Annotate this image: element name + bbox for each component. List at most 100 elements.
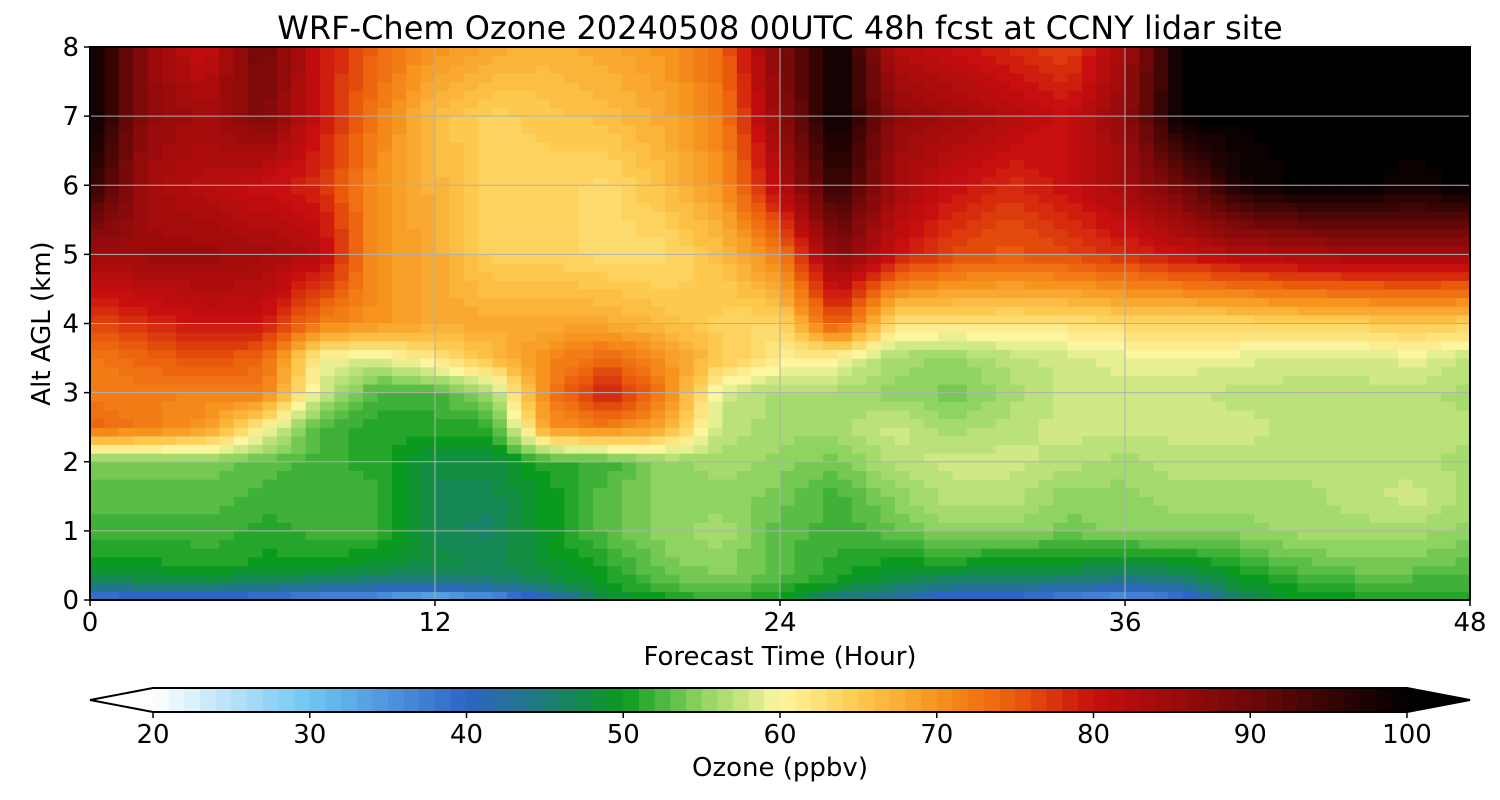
heatmap-cell: [147, 133, 163, 143]
heatmap-cell: [966, 349, 982, 359]
heatmap-cell: [320, 323, 335, 333]
heatmap-cell: [1196, 418, 1212, 428]
heatmap-cell: [521, 150, 537, 160]
heatmap-cell: [593, 254, 609, 264]
heatmap-cell: [320, 444, 335, 454]
heatmap-cell: [161, 306, 177, 316]
heatmap-cell: [334, 461, 350, 471]
heatmap-cell: [722, 314, 738, 325]
heatmap-cell: [291, 107, 307, 117]
heatmap-cell: [578, 556, 594, 567]
heatmap-cell: [1024, 90, 1040, 100]
heatmap-cell: [219, 479, 235, 489]
heatmap-cell: [334, 142, 350, 152]
heatmap-cell: [435, 72, 450, 83]
heatmap-cell: [406, 565, 422, 575]
heatmap-cell: [190, 245, 206, 255]
heatmap-cell: [334, 366, 350, 376]
heatmap-cell: [262, 90, 278, 100]
heatmap-cell: [1067, 228, 1083, 238]
heatmap-cell: [118, 591, 134, 600]
heatmap-cell: [276, 47, 292, 57]
heatmap-cell: [248, 392, 264, 402]
heatmap-cell: [938, 435, 954, 446]
heatmap-cell: [636, 383, 652, 394]
heatmap-cell: [578, 401, 594, 411]
heatmap-cell: [693, 487, 709, 497]
heatmap-cell: [578, 254, 594, 264]
heatmap-cell: [276, 185, 292, 195]
heatmap-cell: [923, 340, 939, 351]
heatmap-cell: [780, 392, 795, 402]
heatmap-cell: [1110, 142, 1126, 152]
heatmap-cell: [1038, 435, 1054, 446]
heatmap-cell: [478, 64, 494, 74]
heatmap-cell: [823, 167, 839, 178]
heatmap-cell: [851, 479, 867, 489]
heatmap-cell: [794, 479, 810, 489]
heatmap-cell: [1067, 401, 1083, 411]
heatmap-cell: [708, 461, 724, 471]
heatmap-cell: [1053, 116, 1069, 126]
heatmap-cell: [506, 150, 522, 160]
heatmap-cell: [981, 237, 997, 247]
heatmap-cell: [435, 496, 450, 506]
heatmap-cell: [679, 340, 695, 351]
heatmap-cell: [133, 332, 149, 342]
heatmap-cell: [521, 228, 537, 238]
heatmap-cell: [1196, 574, 1212, 584]
heatmap-cell: [1196, 202, 1212, 212]
heatmap-cell: [981, 375, 997, 385]
heatmap-cell: [463, 306, 479, 316]
heatmap-cell: [722, 392, 738, 402]
heatmap-cell: [233, 245, 249, 255]
heatmap-cell: [751, 591, 767, 600]
heatmap-cell: [966, 98, 982, 109]
heatmap-cell: [952, 107, 968, 117]
heatmap-cell: [895, 72, 910, 83]
heatmap-cell: [1110, 487, 1126, 497]
heatmap-cell: [607, 504, 623, 515]
heatmap-cell: [780, 522, 795, 532]
heatmap-cell: [305, 358, 321, 368]
heatmap-cell: [909, 548, 925, 558]
heatmap-cell: [276, 349, 292, 359]
heatmap-cell: [765, 271, 781, 281]
heatmap-cell: [262, 349, 278, 359]
heatmap-cell: [205, 591, 220, 600]
heatmap-cell: [895, 409, 910, 420]
heatmap-cell: [248, 427, 264, 437]
heatmap-cell: [1168, 358, 1184, 368]
heatmap-cell: [765, 392, 781, 402]
heatmap-cell: [363, 47, 379, 57]
heatmap-cell: [578, 530, 594, 541]
heatmap-cell: [205, 98, 220, 109]
heatmap-cell: [90, 202, 105, 212]
heatmap-cell: [1096, 185, 1112, 195]
heatmap-cell: [1024, 340, 1040, 351]
heatmap-cell: [1053, 453, 1069, 463]
heatmap-cell: [262, 237, 278, 247]
heatmap-cell: [334, 548, 350, 558]
heatmap-cell: [895, 574, 910, 584]
heatmap-cell: [161, 254, 177, 264]
heatmap-cell: [1024, 332, 1040, 342]
heatmap-cell: [262, 280, 278, 290]
heatmap-cell: [305, 418, 321, 428]
heatmap-cell: [262, 254, 278, 264]
heatmap-cell: [406, 539, 422, 549]
heatmap-cell: [391, 150, 407, 160]
heatmap-cell: [535, 470, 551, 480]
heatmap-cell: [981, 297, 997, 307]
heatmap-cell: [1211, 591, 1227, 600]
heatmap-cell: [636, 107, 652, 117]
heatmap-cell: [1038, 504, 1054, 515]
heatmap-cell: [147, 185, 163, 195]
heatmap-cell: [190, 81, 206, 91]
heatmap-cell: [1067, 124, 1083, 135]
heatmap-cell: [665, 470, 680, 480]
heatmap-cell: [291, 116, 307, 126]
heatmap-cell: [923, 81, 939, 91]
heatmap-cell: [981, 556, 997, 567]
heatmap-cell: [176, 64, 192, 74]
